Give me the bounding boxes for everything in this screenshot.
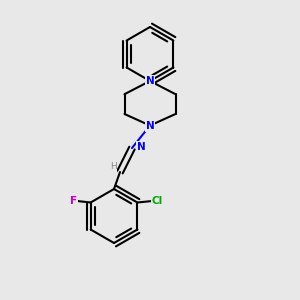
Text: N: N: [146, 121, 154, 130]
Text: F: F: [70, 196, 77, 206]
Text: N: N: [136, 142, 145, 152]
Text: H: H: [110, 162, 117, 171]
Text: Cl: Cl: [151, 196, 163, 206]
Text: N: N: [146, 76, 154, 86]
